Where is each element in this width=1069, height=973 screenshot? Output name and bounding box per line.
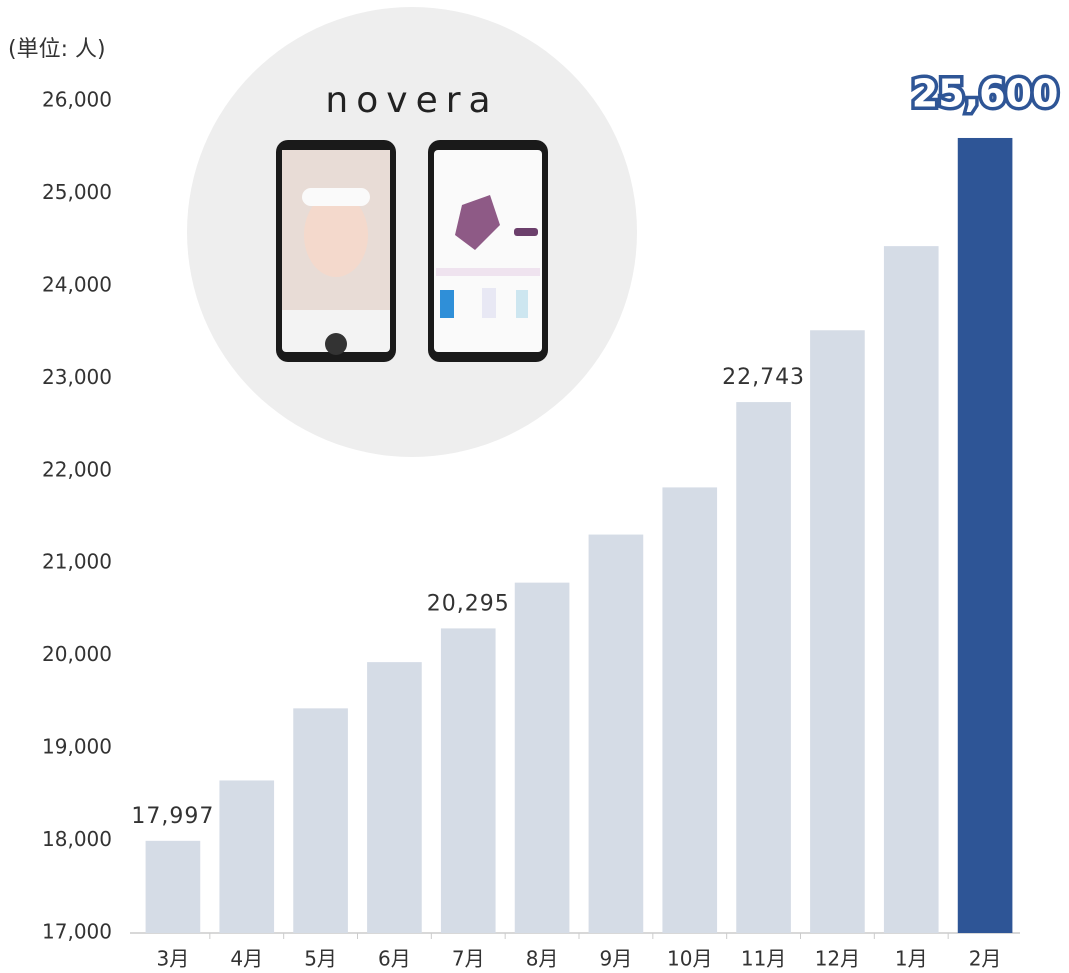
bar: [514, 582, 570, 933]
bar: [810, 330, 865, 933]
x-tick-label: 11月: [741, 947, 786, 971]
y-tick-label: 21,000: [42, 550, 112, 574]
y-axis-label: (単位: 人): [8, 37, 106, 62]
y-tick-label: 17,000: [42, 920, 112, 944]
phone-screen: [434, 150, 542, 352]
x-tick-label: 7月: [452, 947, 485, 971]
headband: [302, 188, 370, 206]
x-tick-label: 12月: [815, 947, 860, 971]
x-tick-label: 8月: [526, 947, 559, 971]
app-tab: [436, 268, 540, 276]
product: [440, 290, 454, 318]
camera-button: [325, 333, 347, 355]
y-tick-label: 25,000: [42, 180, 112, 204]
bar: [662, 487, 718, 933]
y-tick-label: 20,000: [42, 642, 112, 666]
x-tick-label: 6月: [378, 947, 411, 971]
y-tick-label: 23,000: [42, 365, 112, 389]
y-tick-label: 22,000: [42, 457, 112, 481]
bar: [883, 246, 939, 934]
radar-chart: [455, 195, 500, 250]
x-tick-label: 3月: [157, 947, 190, 971]
bar: [957, 137, 1013, 933]
product: [482, 288, 496, 318]
x-tick-label: 1月: [895, 947, 928, 971]
bar: [367, 662, 422, 933]
product: [516, 290, 528, 318]
x-tick-label: 2月: [969, 947, 1002, 971]
logo: novera: [325, 80, 498, 121]
bar: [736, 402, 791, 933]
y-tick-label: 19,000: [42, 735, 112, 759]
value-label: 17,997: [131, 804, 214, 829]
highlight-value-label: 25,600: [912, 71, 1059, 115]
illustration: [187, 7, 637, 457]
bar: [588, 534, 644, 933]
app-button: [514, 228, 538, 236]
x-tick-label: 5月: [304, 947, 337, 971]
value-label: 20,295: [427, 591, 510, 616]
face: [304, 193, 368, 277]
x-tick-label: 10月: [667, 947, 712, 971]
illustration-circle: [187, 7, 637, 457]
x-tick-label: 9月: [600, 947, 633, 971]
bar: [219, 780, 275, 933]
bar: [145, 840, 201, 933]
x-tick-label: 4月: [230, 947, 263, 971]
y-tick-label: 26,000: [42, 88, 112, 112]
value-label: 22,743: [722, 365, 805, 390]
bar: [293, 708, 348, 933]
bar: [440, 628, 496, 933]
y-tick-label: 24,000: [42, 272, 112, 296]
y-tick-label: 18,000: [42, 827, 112, 851]
